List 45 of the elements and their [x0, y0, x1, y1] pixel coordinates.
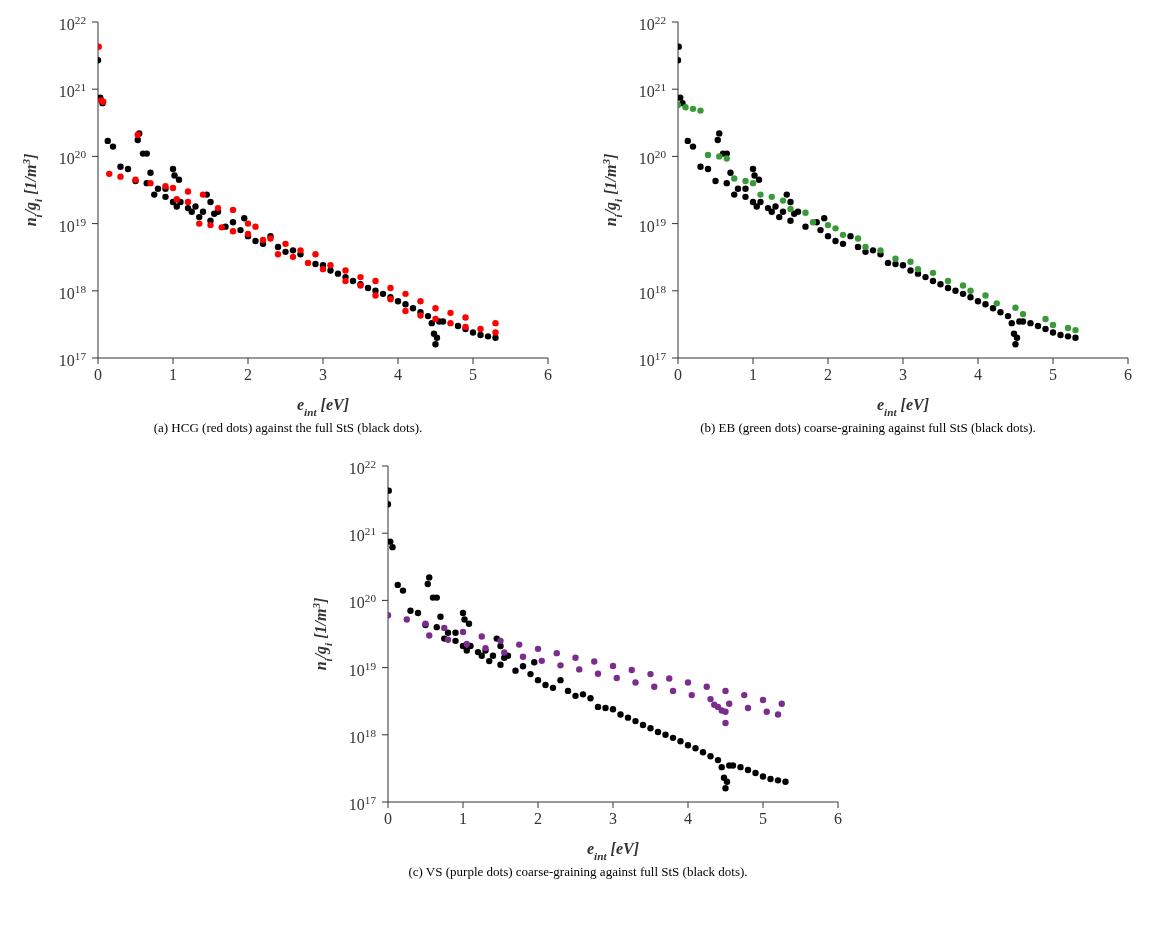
x-tick-label: 1: [169, 366, 177, 383]
x-tick-label: 4: [394, 366, 402, 383]
x-tick-label: 5: [1049, 366, 1057, 383]
x-axis-title: e$_{int}$ [eV]: [877, 396, 929, 418]
y-tick-label: 10$^{20}$: [638, 148, 667, 168]
y-tick-label: 10$^{18}$: [348, 726, 377, 746]
y-tick-label: 10$^{17}$: [638, 350, 667, 369]
x-tick-label: 4: [974, 366, 982, 383]
y-tick-label: 10$^{20}$: [58, 148, 87, 168]
x-tick-label: 2: [244, 366, 252, 383]
y-tick-label: 10$^{17}$: [348, 794, 377, 813]
text: (a) HCG (red dots) against the full StS (black dots).: [152, 420, 424, 436]
x-tick-label: 2: [824, 366, 832, 383]
x-tick-label: 0: [384, 810, 392, 827]
text: (c) VS (purple dots) coarse-graining against full StS (black dots).: [407, 864, 749, 880]
x-tick-label: 3: [899, 366, 907, 383]
text: (b) EB (green dots) coarse-graining against full StS (black dots).: [699, 420, 1037, 436]
y-tick-label: 10$^{19}$: [58, 215, 87, 235]
y-tick-label: 10$^{20}$: [348, 592, 377, 612]
x-tick-label: 0: [674, 366, 682, 383]
y-tick-label: 10$^{18}$: [58, 282, 87, 302]
x-tick-label: 6: [1124, 366, 1132, 383]
x-tick-label: 2: [534, 810, 542, 827]
x-tick-label: 5: [759, 810, 767, 827]
x-tick-label: 6: [834, 810, 842, 827]
y-tick-label: 10$^{19}$: [348, 659, 377, 679]
y-tick-label: 10$^{19}$: [638, 215, 667, 235]
y-tick-label: 10$^{22}$: [638, 14, 666, 33]
x-axis-title: e$_{int}$ [eV]: [297, 396, 349, 418]
y-tick-label: 10$^{22}$: [348, 458, 376, 477]
x-axis-title: e$_{int}$ [eV]: [587, 840, 639, 862]
x-tick-label: 5: [469, 366, 477, 383]
y-tick-label: 10$^{17}$: [58, 350, 87, 369]
y-tick-label: 10$^{21}$: [348, 525, 376, 545]
y-tick-label: 10$^{18}$: [638, 282, 667, 302]
y-tick-label: 10$^{21}$: [638, 81, 666, 101]
x-tick-label: 6: [544, 366, 552, 383]
y-tick-label: 10$^{22}$: [58, 14, 86, 33]
x-tick-label: 0: [94, 366, 102, 383]
x-tick-label: 1: [459, 810, 467, 827]
x-tick-label: 4: [684, 810, 692, 827]
y-tick-label: 10$^{21}$: [58, 81, 86, 101]
x-tick-label: 3: [609, 810, 617, 827]
x-tick-label: 1: [749, 366, 757, 383]
x-tick-label: 3: [319, 366, 327, 383]
